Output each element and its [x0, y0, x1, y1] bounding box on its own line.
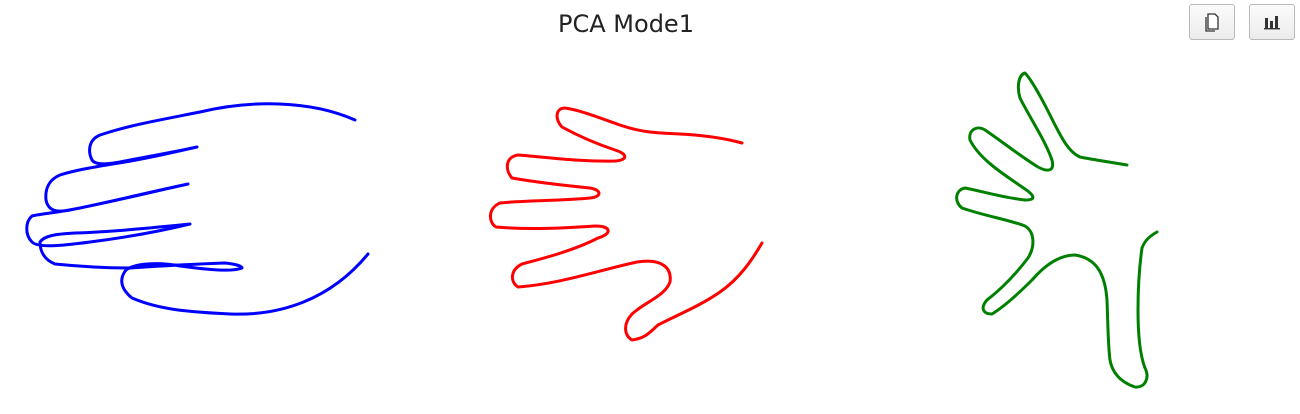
bar-chart-icon	[1264, 16, 1280, 30]
series-line-0	[25, 102, 370, 316]
copy-icon	[1205, 13, 1219, 32]
series-line-2	[955, 71, 1159, 389]
chart-title: PCA Mode1	[558, 10, 694, 38]
series-line-1	[489, 106, 764, 342]
chart-button[interactable]	[1249, 4, 1295, 40]
copy-button[interactable]	[1189, 4, 1235, 40]
